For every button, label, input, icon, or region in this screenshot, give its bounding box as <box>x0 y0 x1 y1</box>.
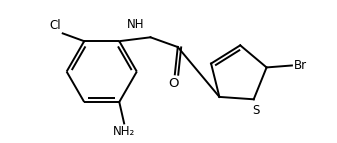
Text: NH: NH <box>127 18 145 31</box>
Text: Cl: Cl <box>49 19 61 32</box>
Text: NH₂: NH₂ <box>113 125 135 138</box>
Text: S: S <box>252 104 259 117</box>
Text: Br: Br <box>294 59 307 72</box>
Text: O: O <box>168 77 179 90</box>
